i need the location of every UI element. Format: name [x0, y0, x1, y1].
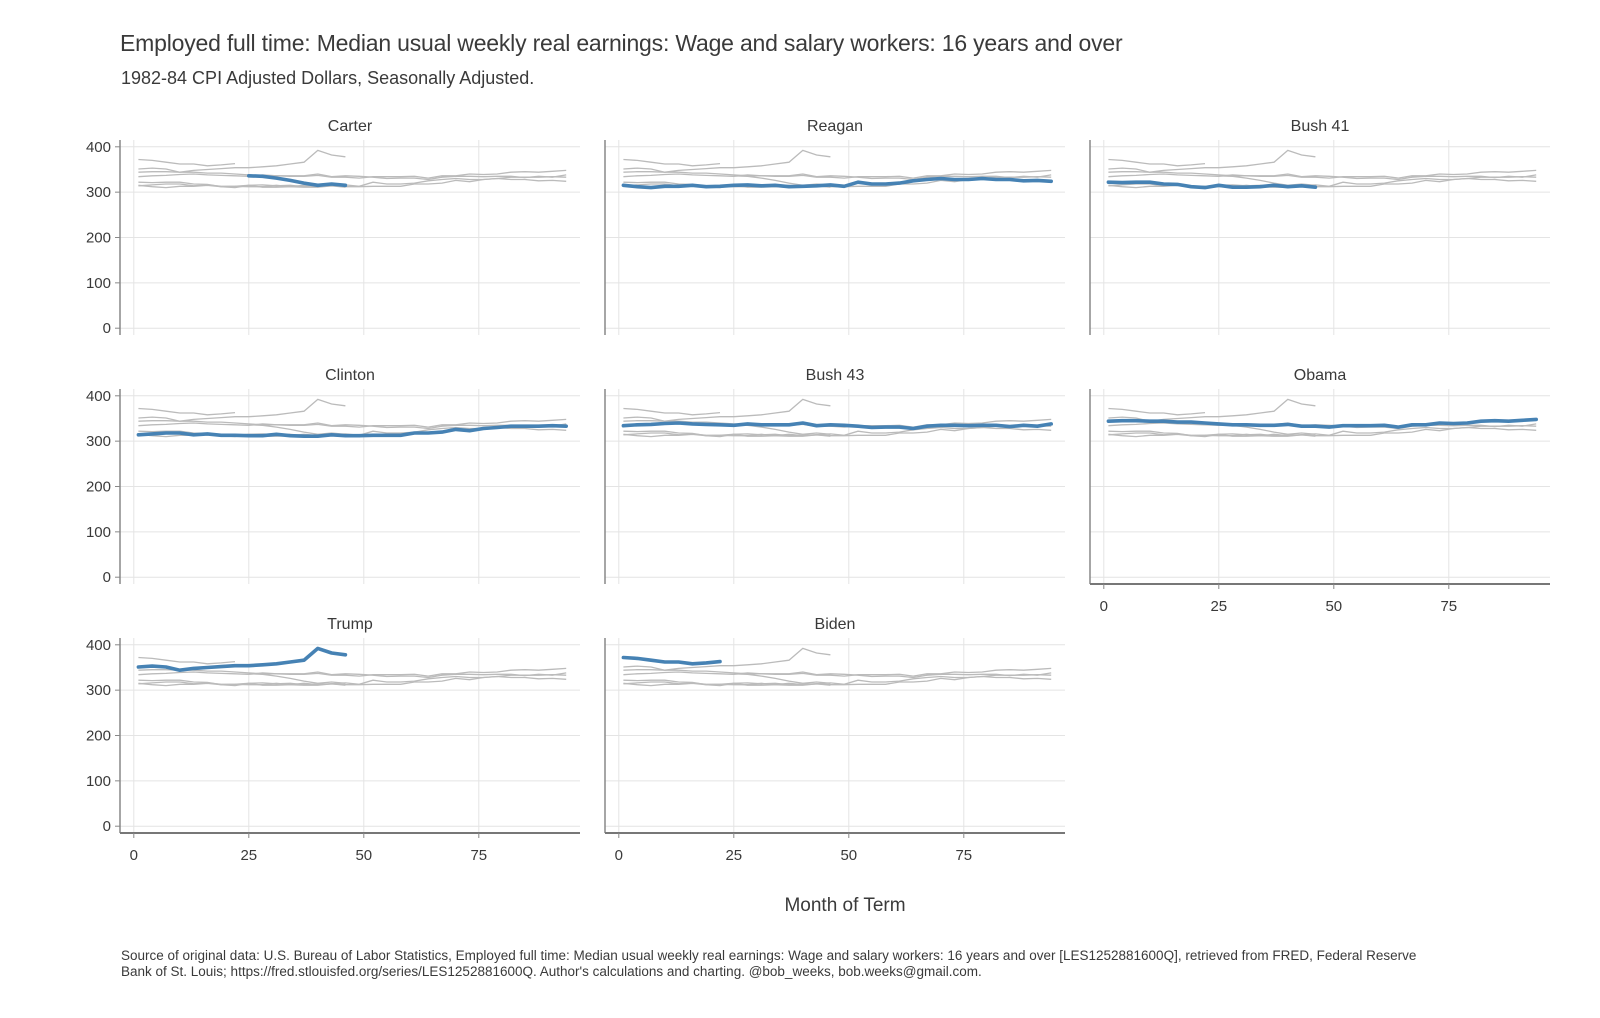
y-tick-label: 200 — [86, 479, 111, 496]
panel-label: Trump — [327, 616, 373, 633]
highlight-series-line — [621, 655, 722, 666]
y-tick-label: 400 — [86, 139, 111, 156]
background-series-line — [1108, 169, 1537, 179]
background-series-line — [623, 407, 721, 416]
panel-bush-43: Bush 43 — [604, 367, 1065, 584]
panel-bush-41: Bush 41 — [1089, 118, 1550, 335]
panel-label: Bush 41 — [1291, 118, 1350, 135]
background-series-line — [623, 169, 1052, 179]
chart-title: Employed full time: Median usual weekly … — [120, 30, 1123, 56]
background-series-line — [623, 647, 831, 671]
y-tick-label: 0 — [103, 569, 111, 586]
background-series-line — [138, 667, 567, 677]
x-tick-label: 50 — [355, 847, 372, 864]
y-tick-label: 300 — [86, 184, 111, 201]
background-series-line — [1108, 149, 1316, 173]
background-series-line — [138, 674, 567, 686]
background-series-line — [623, 671, 1052, 679]
panel-label: Clinton — [325, 367, 375, 384]
background-series-line — [1108, 407, 1206, 416]
background-series-line — [623, 674, 1052, 686]
y-tick-label: 300 — [86, 682, 111, 699]
background-series-line — [138, 398, 346, 422]
x-tick-label: 50 — [840, 847, 857, 864]
panel-obama: Obama 0 25 50 75 — [1089, 367, 1550, 615]
y-tick-label: 100 — [86, 524, 111, 541]
highlight-series-line — [621, 176, 1053, 190]
background-series-line — [733, 673, 831, 684]
x-axis-title: Month of Term — [784, 895, 905, 916]
x-tick-label: 0 — [615, 847, 623, 864]
background-series-line — [1108, 398, 1316, 422]
background-series-line — [623, 425, 1052, 437]
highlight-series-line — [621, 421, 1053, 431]
highlight-series-line — [1106, 180, 1318, 190]
panel-label: Bush 43 — [806, 367, 865, 384]
panel-reagan: Reagan — [604, 118, 1065, 335]
background-series-line — [138, 656, 236, 665]
highlight-series-line — [247, 174, 348, 188]
x-tick-label: 75 — [470, 847, 487, 864]
background-series-line — [138, 176, 567, 188]
highlight-series-line — [1106, 417, 1538, 429]
background-series-line — [138, 418, 567, 428]
background-series-line — [1108, 158, 1206, 167]
highlight-series-line — [136, 646, 348, 673]
background-series-line — [138, 671, 567, 679]
y-tick-label: 200 — [86, 230, 111, 247]
background-series-line — [138, 173, 567, 181]
background-series-line — [623, 149, 831, 173]
panel-carter: Carter 0 100 200 300 400 — [86, 118, 580, 337]
x-tick-label: 25 — [1210, 598, 1227, 615]
background-series-line — [138, 158, 236, 167]
panel-label: Biden — [815, 616, 856, 633]
panel-label: Obama — [1294, 367, 1347, 384]
background-series-line — [1108, 425, 1537, 437]
y-tick-label: 100 — [86, 275, 111, 292]
x-tick-label: 0 — [1100, 598, 1108, 615]
background-series-line — [623, 398, 831, 422]
x-tick-label: 50 — [1325, 598, 1342, 615]
panel-biden: Biden 0 25 50 75 — [604, 616, 1065, 864]
background-series-line — [138, 422, 567, 430]
highlight-series-line — [136, 423, 569, 439]
y-tick-label: 400 — [86, 637, 111, 654]
y-tick-label: 400 — [86, 388, 111, 405]
background-series-line — [623, 158, 721, 167]
panel-trump: Trump 0 100 200 300 400 0 25 50 75 — [86, 616, 580, 864]
source-caption: Source of original data: U.S. Bureau of … — [121, 948, 1417, 979]
background-series-line — [248, 424, 346, 435]
x-tick-label: 0 — [130, 847, 138, 864]
background-series-line — [623, 173, 1052, 181]
background-series-line — [138, 407, 236, 416]
background-series-line — [138, 149, 346, 173]
panel-clinton: Clinton 0 100 200 300 400 — [86, 367, 580, 586]
background-series-line — [1108, 173, 1537, 181]
y-tick-label: 200 — [86, 728, 111, 745]
panel-label: Reagan — [807, 118, 863, 135]
background-series-line — [248, 673, 346, 684]
panel-label: Carter — [328, 118, 373, 135]
background-series-line — [138, 169, 567, 179]
y-tick-label: 300 — [86, 433, 111, 450]
chart-subtitle: 1982-84 CPI Adjusted Dollars, Seasonally… — [121, 68, 535, 88]
x-tick-label: 75 — [1440, 598, 1457, 615]
x-tick-label: 25 — [240, 847, 257, 864]
x-tick-label: 75 — [955, 847, 972, 864]
y-tick-label: 100 — [86, 773, 111, 790]
background-series-line — [623, 667, 1052, 677]
y-tick-label: 0 — [103, 818, 111, 835]
y-tick-label: 0 — [103, 320, 111, 337]
x-tick-label: 25 — [725, 847, 742, 864]
